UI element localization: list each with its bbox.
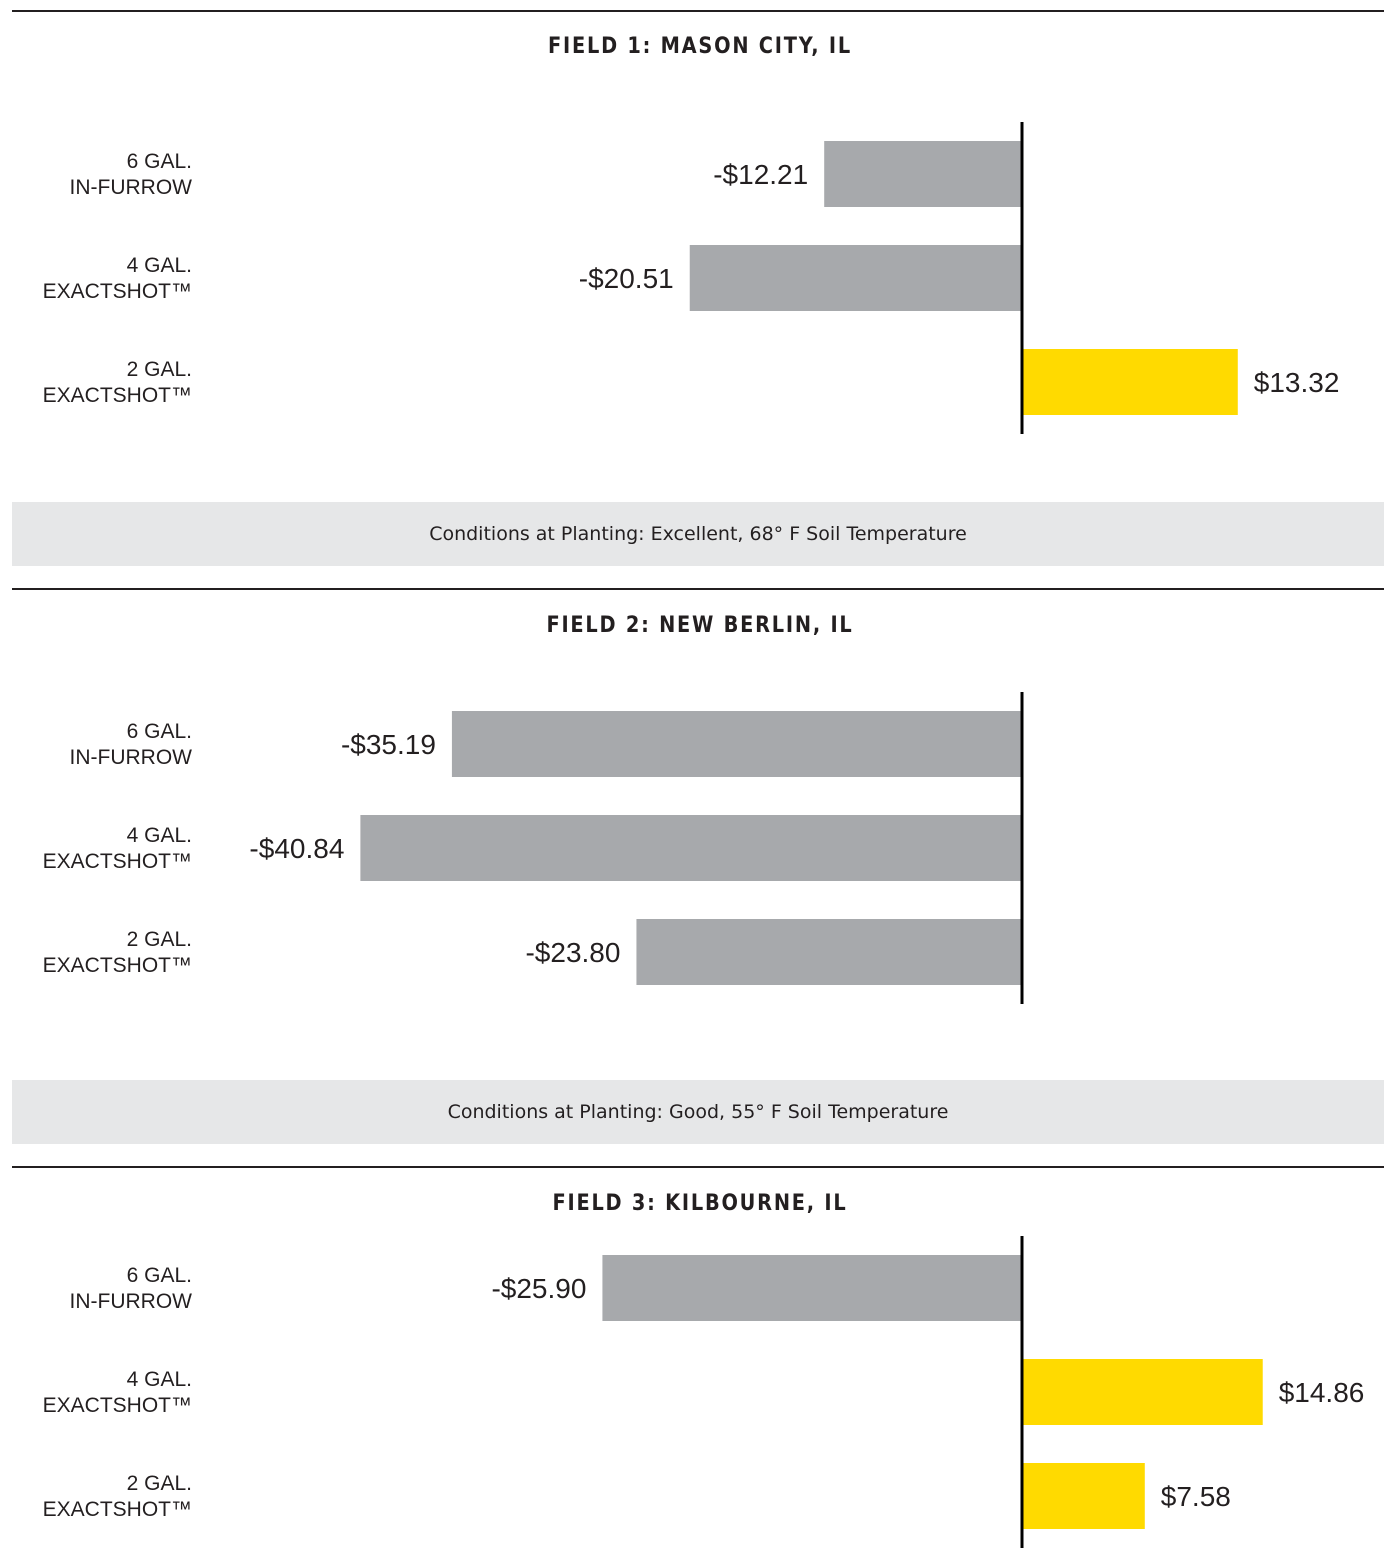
field-2-chart-svg: -$35.19 6 GAL. IN-FURROW -$40.84 4 GAL. EXACT… (43, 692, 1024, 1004)
value-label-2: $14.86 (1279, 1377, 1365, 1408)
category-label-2: 4 GAL. EXACTSHOT™ (43, 1368, 192, 1417)
bar-3 (636, 919, 1022, 985)
field-2-conditions-band: Conditions at Planting: Good, 55° F Soil… (12, 1080, 1384, 1144)
category-label-2: 4 GAL. EXACTSHOT™ (43, 254, 192, 303)
field-3-chart-svg: -$25.90 6 GAL. IN-FURROW $14.86 4 GAL. EXACTS… (43, 1236, 1365, 1548)
value-label-1: -$12.21 (713, 159, 808, 190)
field-1-chart: -$12.21 6 GAL. IN-FURROW -$20.51 4 GAL. EXACT… (0, 118, 1400, 443)
field-1-chart-svg: -$12.21 6 GAL. IN-FURROW -$20.51 4 GAL. EXACT… (43, 122, 1340, 434)
value-label-3: -$23.80 (525, 937, 620, 968)
bar-2 (360, 815, 1023, 881)
divider-field-2 (12, 588, 1384, 590)
category-label-1: 6 GAL. IN-FURROW (70, 150, 193, 199)
field-2-conditions-text: Conditions at Planting: Good, 55° F Soil… (447, 1101, 949, 1123)
bar-1 (824, 141, 1022, 207)
bar-3 (1022, 1463, 1145, 1529)
value-label-2: -$20.51 (579, 263, 674, 294)
field-2-chart: -$35.19 6 GAL. IN-FURROW -$40.84 4 GAL. EXACT… (0, 688, 1400, 1013)
value-label-1: -$25.90 (491, 1273, 586, 1304)
field-1-title: FIELD 1: MASON CITY, IL (548, 34, 852, 59)
category-label-1: 6 GAL. IN-FURROW (70, 720, 193, 769)
bar-2 (1022, 1359, 1263, 1425)
category-label-1: 6 GAL. IN-FURROW (70, 1264, 193, 1313)
divider-top (12, 10, 1384, 12)
field-2-title: FIELD 2: NEW BERLIN, IL (546, 613, 854, 638)
value-label-3: $13.32 (1254, 367, 1340, 398)
value-label-2: -$40.84 (249, 833, 344, 864)
bar-2 (689, 245, 1022, 311)
field-1-conditions-text: Conditions at Planting: Excellent, 68° F… (429, 523, 967, 545)
divider-field-3 (12, 1166, 1384, 1168)
value-label-1: -$35.19 (341, 729, 436, 760)
field-1-conditions-band: Conditions at Planting: Excellent, 68° F… (12, 502, 1384, 566)
bar-1 (602, 1255, 1022, 1321)
bar-3 (1022, 349, 1238, 415)
category-label-3: 2 GAL. EXACTSHOT™ (43, 358, 192, 407)
category-label-2: 4 GAL. EXACTSHOT™ (43, 824, 192, 873)
category-label-3: 2 GAL. EXACTSHOT™ (43, 928, 192, 977)
field-3-title: FIELD 3: KILBOURNE, IL (552, 1191, 848, 1216)
category-label-3: 2 GAL. EXACTSHOT™ (43, 1472, 192, 1521)
field-3-chart: -$25.90 6 GAL. IN-FURROW $14.86 4 GAL. EXACTS… (0, 1232, 1400, 1557)
value-label-3: $7.58 (1161, 1481, 1231, 1512)
bar-1 (451, 711, 1022, 777)
